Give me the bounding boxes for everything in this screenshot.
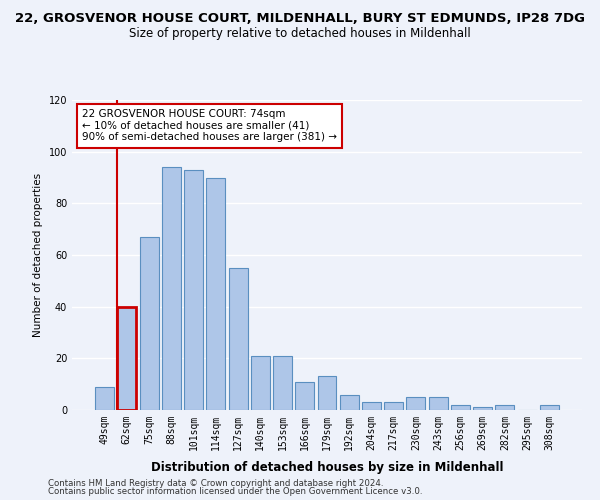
Bar [473, 408, 492, 410]
Bar [206, 178, 225, 410]
Y-axis label: Number of detached properties: Number of detached properties [33, 173, 43, 337]
Bar [317, 376, 337, 410]
Bar [362, 402, 381, 410]
Bar [162, 167, 181, 410]
Text: 22, GROSVENOR HOUSE COURT, MILDENHALL, BURY ST EDMUNDS, IP28 7DG: 22, GROSVENOR HOUSE COURT, MILDENHALL, B… [15, 12, 585, 26]
Bar [229, 268, 248, 410]
Bar [406, 397, 425, 410]
Text: Contains public sector information licensed under the Open Government Licence v3: Contains public sector information licen… [48, 487, 422, 496]
Bar [140, 237, 158, 410]
Bar [295, 382, 314, 410]
Bar [273, 356, 292, 410]
X-axis label: Distribution of detached houses by size in Mildenhall: Distribution of detached houses by size … [151, 461, 503, 474]
Bar [95, 387, 114, 410]
Bar [118, 306, 136, 410]
Text: 22 GROSVENOR HOUSE COURT: 74sqm
← 10% of detached houses are smaller (41)
90% of: 22 GROSVENOR HOUSE COURT: 74sqm ← 10% of… [82, 110, 337, 142]
Bar [251, 356, 270, 410]
Bar [496, 405, 514, 410]
Text: Contains HM Land Registry data © Crown copyright and database right 2024.: Contains HM Land Registry data © Crown c… [48, 478, 383, 488]
Bar [184, 170, 203, 410]
Text: Size of property relative to detached houses in Mildenhall: Size of property relative to detached ho… [129, 28, 471, 40]
Bar [340, 394, 359, 410]
Bar [451, 405, 470, 410]
Bar [384, 402, 403, 410]
Bar [429, 397, 448, 410]
Bar [540, 405, 559, 410]
